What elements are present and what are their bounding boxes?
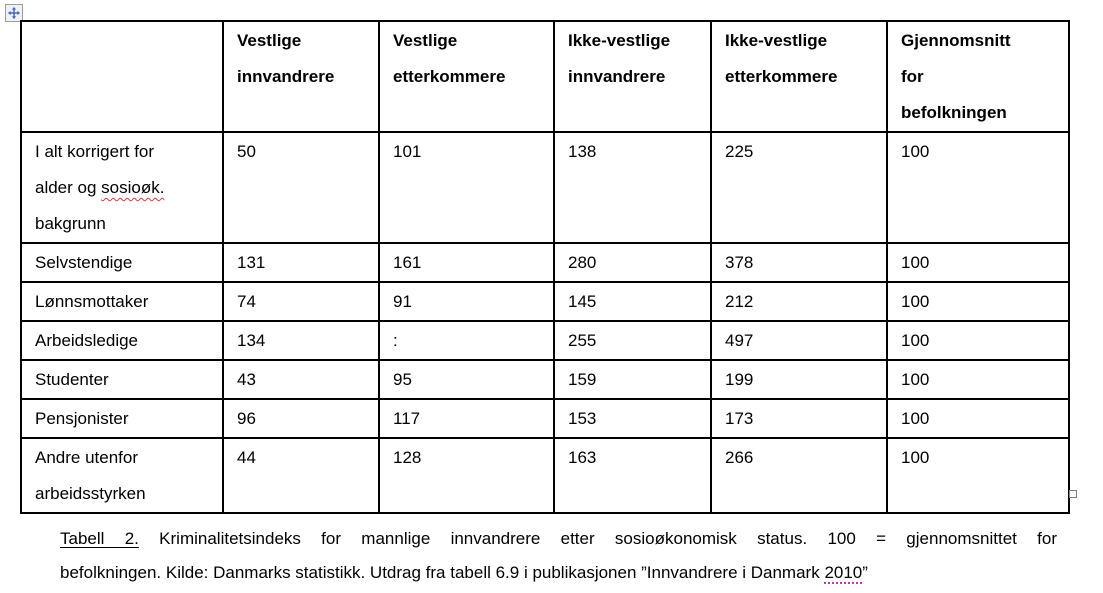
table-cell[interactable]: 44 bbox=[222, 437, 380, 514]
table-cell[interactable]: 101 bbox=[378, 131, 555, 244]
table-cell[interactable]: 378 bbox=[710, 242, 888, 283]
statistics-table: Vestlige innvandrere Vestlige etterkomme… bbox=[20, 20, 1070, 514]
row-label[interactable]: Selvstendige bbox=[20, 242, 224, 283]
header-line: for bbox=[901, 67, 924, 86]
header-line: Vestlige bbox=[237, 31, 302, 50]
header-line: etterkommere bbox=[725, 67, 838, 86]
row-label[interactable]: Pensjonister bbox=[20, 398, 224, 439]
table-cell[interactable]: 138 bbox=[553, 131, 712, 244]
row-label-line: Andre utenfor bbox=[35, 448, 139, 467]
table-cell[interactable]: 280 bbox=[553, 242, 712, 283]
table-row: I alt korrigert for alder og sosioøk. ba… bbox=[20, 131, 1070, 244]
header-cell-vestlige-etterkommere[interactable]: Vestlige etterkommere bbox=[378, 20, 555, 133]
row-label[interactable]: Andre utenfor arbeidsstyrken bbox=[20, 437, 224, 514]
table-cell[interactable]: 161 bbox=[378, 242, 555, 283]
table-cell[interactable]: 159 bbox=[553, 359, 712, 400]
table-cell[interactable]: 100 bbox=[886, 437, 1070, 514]
table-cell[interactable]: 131 bbox=[222, 242, 380, 283]
caption-line[interactable]: Tabell 2. Kriminalitetsindeks for mannli… bbox=[60, 522, 1057, 556]
header-cell-ikkevestlige-innvandrere[interactable]: Ikke-vestlige innvandrere bbox=[553, 20, 712, 133]
header-line: befolkningen bbox=[901, 103, 1007, 122]
table-row: Arbeidsledige 134 : 255 497 100 bbox=[20, 320, 1070, 361]
move-icon bbox=[8, 7, 20, 19]
table-cell[interactable]: 145 bbox=[553, 281, 712, 322]
table-cell[interactable]: 199 bbox=[710, 359, 888, 400]
table-cell[interactable]: 163 bbox=[553, 437, 712, 514]
caption-line[interactable]: befolkningen. Kilde: Danmarks statistikk… bbox=[60, 556, 1057, 590]
row-label[interactable]: I alt korrigert for alder og sosioøk. ba… bbox=[20, 131, 224, 244]
caption-text: befolkningen. Kilde: Danmarks statistikk… bbox=[60, 563, 825, 582]
table-cell[interactable]: 100 bbox=[886, 281, 1070, 322]
header-cell-empty[interactable] bbox=[20, 20, 224, 133]
table-cell[interactable]: 128 bbox=[378, 437, 555, 514]
header-cell-vestlige-innvandrere[interactable]: Vestlige innvandrere bbox=[222, 20, 380, 133]
row-label[interactable]: Arbeidsledige bbox=[20, 320, 224, 361]
table-cell[interactable]: 50 bbox=[222, 131, 380, 244]
header-line: Gjennomsnitt bbox=[901, 31, 1011, 50]
header-line: etterkommere bbox=[393, 67, 506, 86]
table-cell[interactable]: : bbox=[378, 320, 555, 361]
header-cell-ikkevestlige-etterkommere[interactable]: Ikke-vestlige etterkommere bbox=[710, 20, 888, 133]
table-row: Lønnsmottaker 74 91 145 212 100 bbox=[20, 281, 1070, 322]
table-cell[interactable]: 100 bbox=[886, 359, 1070, 400]
table-cell[interactable]: 153 bbox=[553, 398, 712, 439]
caption-text: Kriminalitetsindeks for mannlige innvand… bbox=[138, 529, 1057, 548]
header-line: innvandrere bbox=[237, 67, 335, 86]
table-row: Andre utenfor arbeidsstyrken 44 128 163 … bbox=[20, 437, 1070, 514]
table-cell[interactable]: 96 bbox=[222, 398, 380, 439]
table-cell[interactable]: 100 bbox=[886, 320, 1070, 361]
table-row: Selvstendige 131 161 280 378 100 bbox=[20, 242, 1070, 283]
table-cell[interactable]: 100 bbox=[886, 398, 1070, 439]
table-cell[interactable]: 117 bbox=[378, 398, 555, 439]
row-label[interactable]: Lønnsmottaker bbox=[20, 281, 224, 322]
table-cell[interactable]: 225 bbox=[710, 131, 888, 244]
table-row: Pensjonister 96 117 153 173 100 bbox=[20, 398, 1070, 439]
row-label-line: alder og sosioøk. bbox=[35, 178, 165, 197]
row-label[interactable]: Studenter bbox=[20, 359, 224, 400]
header-cell-gjennomsnitt[interactable]: Gjennomsnitt for befolkningen bbox=[886, 20, 1070, 133]
caption-label: Tabell 2. bbox=[60, 529, 139, 548]
table-caption: Tabell 2. Kriminalitetsindeks for mannli… bbox=[60, 522, 1057, 590]
misspelled-word: sosioøk. bbox=[101, 178, 165, 197]
row-label-line: arbeidsstyrken bbox=[35, 484, 146, 503]
table-cell[interactable]: 43 bbox=[222, 359, 380, 400]
header-line: Ikke-vestlige bbox=[725, 31, 828, 50]
table-cell[interactable]: 95 bbox=[378, 359, 555, 400]
table-cell[interactable]: 100 bbox=[886, 131, 1070, 244]
table-cell[interactable]: 134 bbox=[222, 320, 380, 361]
caption-text: ” bbox=[862, 563, 868, 582]
table-cell[interactable]: 497 bbox=[710, 320, 888, 361]
header-line: Ikke-vestlige bbox=[568, 31, 671, 50]
header-line: innvandrere bbox=[568, 67, 666, 86]
table-resize-handle[interactable] bbox=[1069, 490, 1077, 498]
table-move-handle[interactable] bbox=[5, 4, 23, 22]
table-row: Studenter 43 95 159 199 100 bbox=[20, 359, 1070, 400]
table-cell[interactable]: 91 bbox=[378, 281, 555, 322]
table-cell[interactable]: 173 bbox=[710, 398, 888, 439]
table-cell[interactable]: 74 bbox=[222, 281, 380, 322]
header-row: Vestlige innvandrere Vestlige etterkomme… bbox=[20, 20, 1070, 133]
header-line: Vestlige bbox=[393, 31, 458, 50]
table-cell[interactable]: 100 bbox=[886, 242, 1070, 283]
table-cell[interactable]: 266 bbox=[710, 437, 888, 514]
table-cell[interactable]: 255 bbox=[553, 320, 712, 361]
row-label-line: I alt korrigert for bbox=[35, 142, 155, 161]
grammar-flagged-word: 2010 bbox=[824, 563, 863, 582]
row-label-line: bakgrunn bbox=[35, 214, 106, 233]
table-cell[interactable]: 212 bbox=[710, 281, 888, 322]
